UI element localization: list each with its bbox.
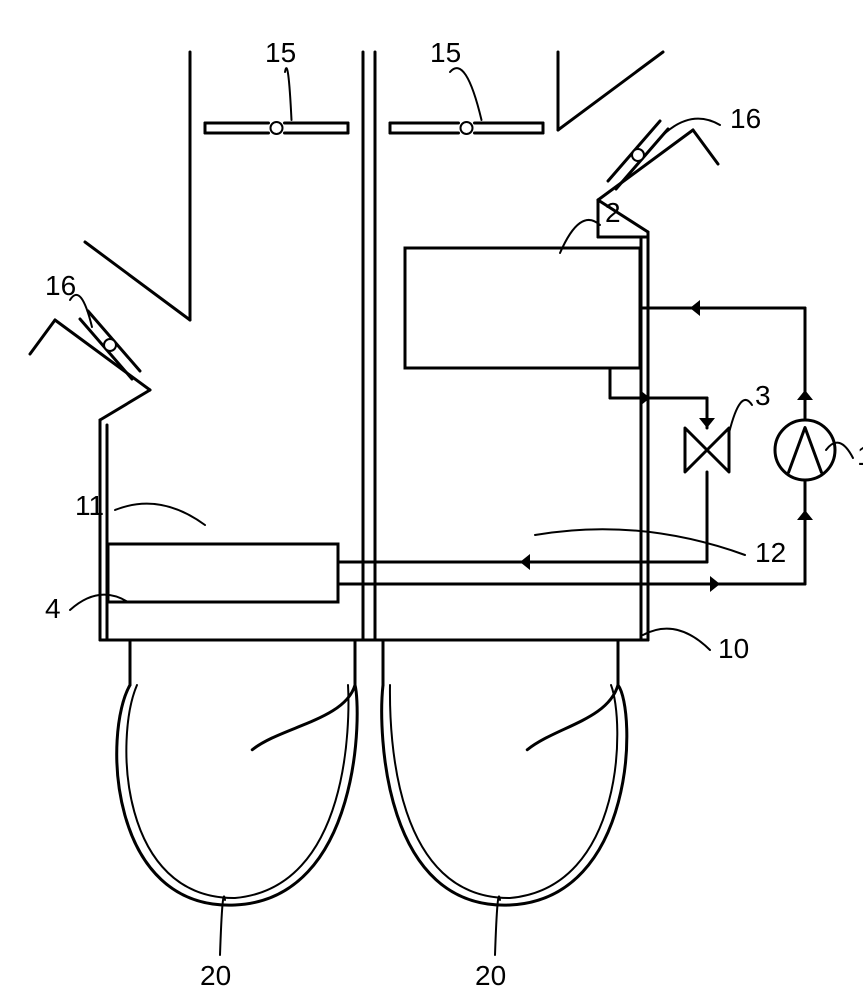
label-housing: 10 [718,633,749,664]
label-damper_right: 15 [430,37,461,68]
label-left-chamber: 11 [75,490,104,521]
schematic-line [632,149,644,161]
schematic-line [100,390,150,420]
label-condenser: 2 [605,197,621,228]
condenser [405,248,640,368]
schematic-line [461,122,473,134]
schematic-line [285,68,292,120]
label-fan-left: 20 [200,960,231,991]
schematic-line [405,248,640,368]
schematic-line [126,685,348,898]
label-valve: 3 [755,380,771,411]
schematic-line [30,320,55,354]
schematic-line [558,52,663,130]
schematic-line [450,68,482,120]
schematic-line [797,510,813,520]
schematic-line [710,576,720,592]
label-evaporator: 4 [45,593,61,624]
schematic-line [104,339,116,351]
schematic-line [643,629,710,650]
label-damper_left: 15 [265,37,296,68]
schematic-line [826,443,853,458]
schematic-line [115,504,205,525]
schematic-line [789,428,822,473]
schematic-line [271,122,283,134]
schematic-line [598,130,693,200]
label-side-damper-left: 16 [45,270,76,301]
schematic-line [527,685,618,750]
schematic-line [252,685,355,750]
schematic-line [108,544,338,602]
schematic-line [729,400,752,433]
schematic-line [55,320,150,390]
schematic-line [797,390,813,400]
schematic-line [699,418,715,428]
schematic-line [693,130,718,164]
schematic-line [85,242,190,320]
schematic-line [520,554,530,570]
schematic-line [690,300,700,316]
label-fan-right: 20 [475,960,506,991]
label-right-chamber: 12 [755,537,786,568]
schematic-line [382,685,627,905]
label-compressor: 1 [857,440,863,471]
label-side-damper-right: 16 [730,103,761,134]
schematic-line [685,428,729,472]
